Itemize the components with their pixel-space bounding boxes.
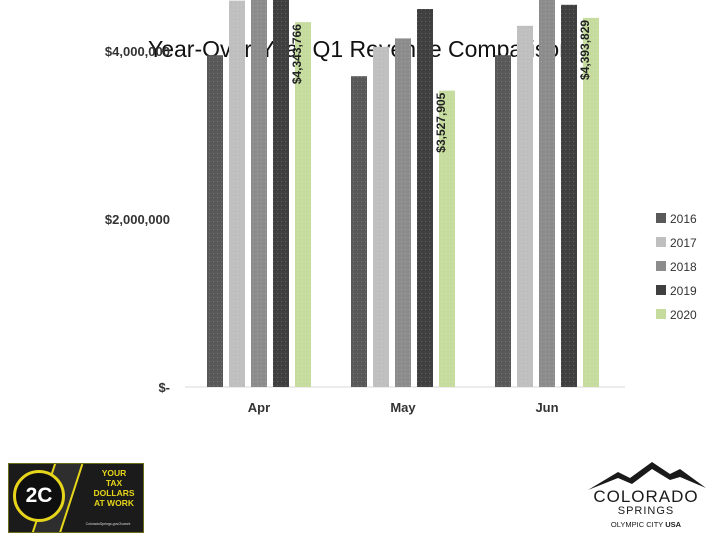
data-label: $4,343,766 [290, 24, 304, 84]
bar-2019-may [417, 9, 433, 387]
x-tick-label: Jun [535, 400, 558, 415]
logo-olympic-city: OLYMPIC CITY USA [580, 520, 712, 529]
logo-small-text: ColoradoSprings.gov/2cwork [85, 522, 131, 526]
colorado-springs-logo: COLORADO SPRINGS OLYMPIC CITY USA [580, 456, 712, 536]
legend-swatch-2016 [656, 213, 666, 223]
legend-label: 2020 [670, 308, 697, 322]
legend-swatch-2020 [656, 309, 666, 319]
legend-swatch-2017 [656, 237, 666, 247]
bar-2018-jun [539, 0, 555, 387]
mountain-icon [588, 462, 706, 490]
y-tick-label: $4,000,000 [105, 44, 170, 59]
data-label: $3,527,905 [434, 92, 448, 152]
logo-olympic-city-text: OLYMPIC CITY [610, 520, 664, 529]
bar-2020-may [439, 90, 455, 388]
bar-2020-jun [583, 17, 599, 387]
2c-badge-text: 2C [25, 484, 53, 507]
bar-2020-apr [295, 22, 311, 387]
y-tick-label: $- [158, 380, 170, 395]
logo-word: TAX [105, 478, 123, 488]
legend-label: 2018 [670, 260, 697, 274]
legend-swatch-2019 [656, 285, 666, 295]
legend-label: 2019 [670, 284, 697, 298]
legend-label: 2017 [670, 236, 697, 250]
revenue-bar-chart: $- $2,000,000 $4,000,000 Apr May Jun $4,343,76… [105, 0, 697, 415]
y-tick-label: $2,000,000 [105, 212, 170, 227]
bar-2016-jun [495, 55, 511, 387]
bar-2017-apr [229, 0, 245, 387]
bar-2017-jun [517, 25, 533, 388]
bar-2019-apr [273, 0, 289, 388]
logo-word: YOUR [101, 468, 127, 478]
tax-dollars-at-work-logo: 2C YOUR TAX DOLLARS AT WORK ColoradoSpri… [8, 463, 144, 533]
bar-2016-apr [207, 55, 223, 387]
data-label: $4,393,829 [578, 20, 592, 80]
logo-springs: SPRINGS [617, 505, 675, 517]
logo-colorado: COLORADO [593, 487, 699, 506]
bar-2018-apr [251, 0, 267, 388]
legend-swatch-2018 [656, 261, 666, 271]
logo-word: DOLLARS [93, 488, 135, 498]
logo-usa-text: USA [665, 520, 682, 529]
bar-2018-may [395, 38, 411, 388]
tax-dollars-words: YOUR TAX DOLLARS AT WORK [89, 468, 139, 508]
bar-2017-may [373, 46, 389, 388]
x-tick-label: May [390, 400, 416, 415]
x-tick-label: Apr [248, 400, 270, 415]
legend-label: 2016 [670, 212, 697, 226]
bar-2019-jun [561, 4, 577, 388]
2c-badge: 2C [13, 470, 65, 522]
bar-2016-may [351, 76, 367, 387]
logo-word: AT WORK [94, 498, 134, 508]
